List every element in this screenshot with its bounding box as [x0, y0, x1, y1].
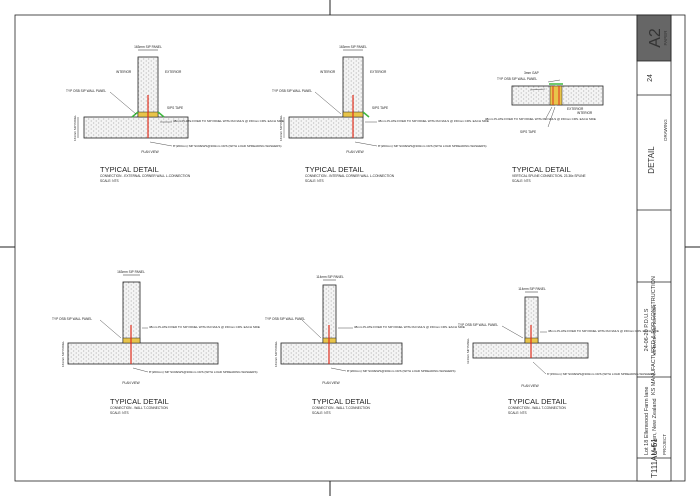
detail-subtitle: VERTICAL SPLINE CONNECTION- 23.36x SPLIN…: [512, 174, 586, 178]
detail-scale: SCALE: NTS: [512, 179, 531, 183]
interior-label: INTERIOR: [116, 70, 132, 74]
side-panel-label: 114mm SIP PANEL: [466, 338, 470, 364]
detail-title: TYPICAL DETAIL: [110, 397, 169, 406]
project-code: T111AU-51: [650, 438, 659, 478]
wall-panel-label: TYP OSB SIP WALL PANEL: [52, 317, 92, 321]
interior-label: INTERIOR: [577, 111, 593, 115]
detail-subtitle: CONNECTION - INTERNAL CORNER WALL L-CONN…: [305, 174, 395, 178]
date-version: 24-06-20 P.D.U.S: [644, 308, 650, 351]
exterior-label: EXTERIOR: [165, 70, 182, 74]
drawing-label: DRAWING: [663, 119, 668, 141]
side-panel-label: 163mm SIP PANEL: [73, 115, 77, 141]
wall-panel-label: TYP OSB SIP WALL PANEL: [272, 89, 312, 93]
project-label: PROJECT: [662, 434, 667, 455]
plate-label: 38mm PLATE FIXED TO SIP PANEL WITH 8d NA…: [173, 119, 284, 123]
project-address-line2: Methven, New Zealand: [652, 398, 658, 455]
plate-label: 38mm PLATE FIXED TO SIP PANEL WITH 8d NA…: [485, 117, 596, 121]
screw-label: 8"(200mm) SIP SCREWS@300mm CRS (WITH LOA…: [347, 369, 455, 373]
tape-label: SIPS TAPE: [520, 130, 536, 134]
gap-label: 3mm GAP: [524, 71, 539, 75]
detail-subtitle: CONNECTION - WALL T-CONNECTION: [110, 406, 168, 410]
detail-scale: SCALE: NTS: [110, 411, 129, 415]
detail-internal-corner: 163mm SIP PANEL INTERIOR EXTERIOR TYP OS…: [272, 45, 489, 183]
panel-width-label: 114mm SIP PANEL: [518, 287, 546, 291]
wall-panel-label: TYP OSB SIP WALL PANEL: [458, 323, 498, 327]
detail-title: TYPICAL DETAIL: [305, 165, 364, 174]
detail-subtitle: CONNECTION - EXTERNAL CORNER WALL L-CONN…: [100, 174, 191, 178]
exterior-label: EXTERIOR: [567, 107, 584, 111]
plate-label: 38mm PLATE FIXED TO SIP PANEL WITH 8d NA…: [149, 325, 260, 329]
spline: [549, 85, 563, 106]
detail-title: TYPICAL DETAIL: [312, 397, 371, 406]
detail-scale: SCALE: NTS: [312, 411, 331, 415]
detail-t-connection-1: 163mm SIP PANEL TYP OSB SIP WALL PANEL 3…: [52, 270, 260, 415]
detail-title: TYPICAL DETAIL: [512, 165, 571, 174]
drawing-title: DETAIL: [647, 146, 656, 174]
sheet-size-box: [636, 14, 672, 62]
panel-width-label: 163mm SIP PANEL: [134, 45, 162, 49]
screw-label: 6"(150mm) SIP SCREWS@300mm CRS (WITH LOA…: [547, 372, 655, 376]
plan-view-label: PLAN VIEW: [322, 381, 339, 385]
detail-scale: SCALE: NTS: [508, 411, 527, 415]
screw-label: 8"(200mm) SIP SCREWS@300mm CRS (WITH LOA…: [149, 370, 257, 374]
exterior-label: EXTERIOR: [370, 70, 387, 74]
drawing-number: 24: [647, 74, 654, 82]
horizontal-sip-panel: [83, 116, 189, 139]
side-panel-label: 163mm SIP PANEL: [279, 115, 283, 141]
sheet-size: A2: [647, 28, 664, 48]
tape-label: SIPS TAPE: [372, 106, 388, 110]
side-panel-label: 163mm SIP PANEL: [274, 341, 278, 367]
plan-view-label: PLAN VIEW: [521, 384, 538, 388]
side-panel-label: 163mm SIP PANEL: [61, 341, 65, 367]
panel-width-label: 163mm SIP PANEL: [117, 270, 145, 274]
detail-title: TYPICAL DETAIL: [100, 165, 159, 174]
sips-tape: [131, 111, 139, 118]
tape-label: SIPS TAPE: [167, 106, 183, 110]
detail-scale: SCALE: NTS: [100, 179, 119, 183]
wall-panel-label: TYP OSB SIP WALL PANEL: [66, 89, 106, 93]
title-block: A2 PAPER 24 DRAWING DETAIL KS MANUFACTUR…: [636, 14, 672, 482]
status-text: KS MANUFACTURED & FOR CONSTRUCTION: [651, 276, 657, 395]
plate-label: 38mm PLATE FIXED TO SIP PANEL WITH 8d NA…: [354, 325, 465, 329]
detail-subtitle: CONNECTION - WALL T-CONNECTION: [312, 406, 370, 410]
detail-t-connection-2: 114mm SIP PANEL TYP OSB SIP WALL PANEL 3…: [265, 275, 465, 415]
detail-title: TYPICAL DETAIL: [508, 397, 567, 406]
panel-width-label: 163mm SIP PANEL: [339, 45, 367, 49]
wall-panel-label: TYP OSB SIP WALL PANEL: [497, 77, 537, 81]
plate-label: 38mm PLATE FIXED TO SIP PANEL WITH 8d NA…: [548, 329, 659, 333]
detail-external-corner: 163mm SIP PANEL INTERIOR EXTERIOR TYP OS…: [66, 45, 284, 183]
sheet-border: [14, 14, 686, 482]
project-address-line1: Lot 18 Ellenwood Farm lane: [644, 387, 650, 455]
plan-view-label: PLAN VIEW: [122, 381, 139, 385]
panel-width-label: 114mm SIP PANEL: [316, 275, 344, 279]
wall-panel-label: TYP OSB SIP WALL PANEL: [265, 317, 305, 321]
detail-t-connection-3: 114mm SIP PANEL TYP OSB SIP WALL PANEL 3…: [458, 287, 659, 415]
plan-view-label: PLAN VIEW: [141, 150, 158, 154]
date-label: KS DATE AND VERSION: [652, 305, 657, 356]
plan-view-label: PLAN VIEW: [346, 150, 363, 154]
paper-label: PAPER: [663, 30, 668, 46]
detail-scale: SCALE: NTS: [305, 179, 324, 183]
screw-label: 8"(200mm) SIP SCREWS@300mm CRS (WITH LOA…: [173, 144, 281, 148]
plate-label: 38mm PLATE FIXED TO SIP PANEL WITH 8d NA…: [378, 119, 489, 123]
detail-vertical-spline: 3mm GAP TYP OSB SIP WALL PANEL EXTERIOR …: [485, 71, 604, 183]
detail-subtitle: CONNECTION - WALL T-CONNECTION: [508, 406, 566, 410]
interior-label: INTERIOR: [320, 70, 336, 74]
screw-label: 8"(200mm) SIP SCREWS@300mm CRS (WITH LOA…: [378, 144, 486, 148]
